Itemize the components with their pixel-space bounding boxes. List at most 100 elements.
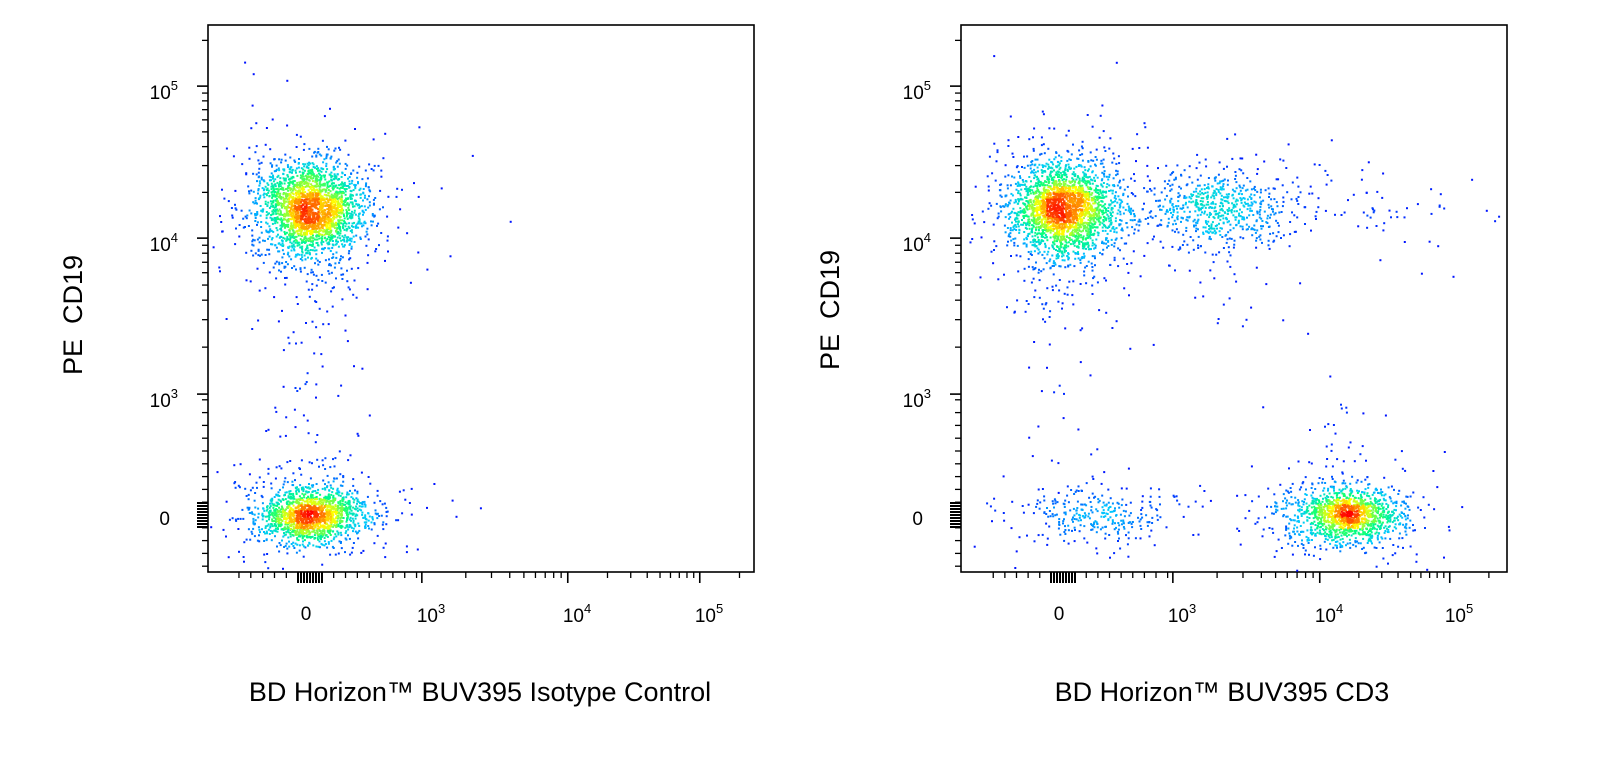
event-dot	[342, 273, 345, 276]
event-dot	[297, 183, 300, 186]
event-dot	[349, 230, 352, 232]
event-dot	[356, 532, 358, 535]
event-dot	[268, 248, 270, 251]
event-dot	[343, 217, 346, 220]
event-dot	[318, 528, 321, 531]
event-dot	[300, 233, 303, 236]
event-dot	[308, 517, 311, 520]
event-dot	[296, 253, 299, 256]
event-dot	[277, 525, 280, 527]
event-dot	[321, 211, 323, 213]
event-dot	[325, 170, 328, 173]
event-dot	[1081, 147, 1084, 150]
event-dot	[1255, 153, 1258, 156]
event-dot	[300, 532, 303, 535]
event-dot	[1130, 192, 1133, 194]
event-dot	[316, 216, 318, 219]
event-dot	[287, 175, 290, 178]
event-dot	[306, 211, 309, 214]
event-dot	[322, 184, 325, 187]
event-dot	[317, 500, 320, 503]
event-dot	[284, 277, 286, 279]
event-dot	[302, 163, 305, 166]
event-dot	[278, 158, 281, 161]
event-dot	[319, 192, 322, 195]
event-dot	[341, 508, 344, 511]
event-dot	[298, 511, 301, 514]
event-dot	[340, 524, 343, 527]
event-dot	[309, 206, 312, 208]
event-dot	[1437, 245, 1440, 248]
event-dot	[322, 479, 325, 482]
event-dot	[1343, 211, 1346, 214]
event-dot	[357, 434, 360, 437]
event-dot	[387, 195, 390, 198]
event-dot	[316, 498, 318, 501]
event-dot	[336, 530, 339, 533]
event-dot	[258, 180, 261, 183]
event-dot	[329, 553, 332, 556]
event-dot	[245, 172, 248, 175]
event-dot	[318, 190, 321, 193]
event-dot	[358, 206, 361, 209]
event-dot	[307, 207, 310, 210]
event-dot	[1294, 230, 1297, 233]
event-dot	[297, 519, 300, 522]
event-dot	[231, 517, 234, 520]
event-dot	[347, 185, 350, 187]
event-dot	[1057, 300, 1060, 303]
event-dot	[300, 530, 303, 533]
event-dot	[313, 191, 316, 194]
event-dot	[302, 241, 305, 243]
event-dot	[1318, 164, 1321, 166]
event-dot	[297, 533, 300, 536]
event-dot	[344, 329, 347, 332]
event-dot	[303, 506, 306, 509]
event-dot	[358, 213, 361, 215]
event-dot	[263, 188, 266, 191]
event-dot	[1194, 500, 1197, 503]
event-dot	[351, 210, 353, 213]
event-dot	[359, 222, 362, 225]
event-dot	[355, 505, 358, 508]
event-dot	[337, 220, 340, 223]
event-dot	[291, 246, 294, 249]
event-dot	[362, 213, 364, 216]
event-dot	[471, 154, 474, 157]
event-dot	[287, 223, 290, 226]
event-dot	[330, 230, 332, 233]
event-dot	[339, 229, 342, 232]
event-dot	[308, 212, 311, 215]
event-dot	[267, 467, 270, 470]
event-dot	[344, 174, 346, 176]
event-dot	[1179, 247, 1182, 250]
event-dot	[281, 528, 284, 530]
event-dot	[277, 189, 280, 192]
event-dot	[310, 204, 313, 207]
event-dot	[286, 198, 289, 201]
event-dot	[314, 218, 317, 221]
event-dot	[301, 543, 304, 546]
event-dot	[312, 166, 315, 168]
event-dot	[345, 511, 348, 514]
event-dot	[310, 510, 313, 513]
event-dot	[256, 267, 259, 270]
event-dot	[343, 184, 346, 187]
event-dot	[276, 501, 279, 504]
event-dot	[1159, 223, 1162, 226]
event-dot	[325, 189, 328, 192]
event-dot	[363, 221, 366, 224]
event-dot	[323, 512, 325, 515]
event-dot	[313, 231, 316, 233]
event-dot	[309, 236, 312, 239]
event-dot	[1041, 110, 1044, 113]
event-dot	[380, 514, 383, 517]
event-dot	[1063, 292, 1066, 295]
event-dot	[337, 214, 340, 217]
event-dot	[304, 180, 307, 183]
event-dot	[384, 132, 387, 135]
event-dot	[299, 267, 302, 270]
event-dot	[374, 509, 377, 512]
event-dot	[278, 185, 280, 188]
event-dot	[336, 514, 339, 517]
